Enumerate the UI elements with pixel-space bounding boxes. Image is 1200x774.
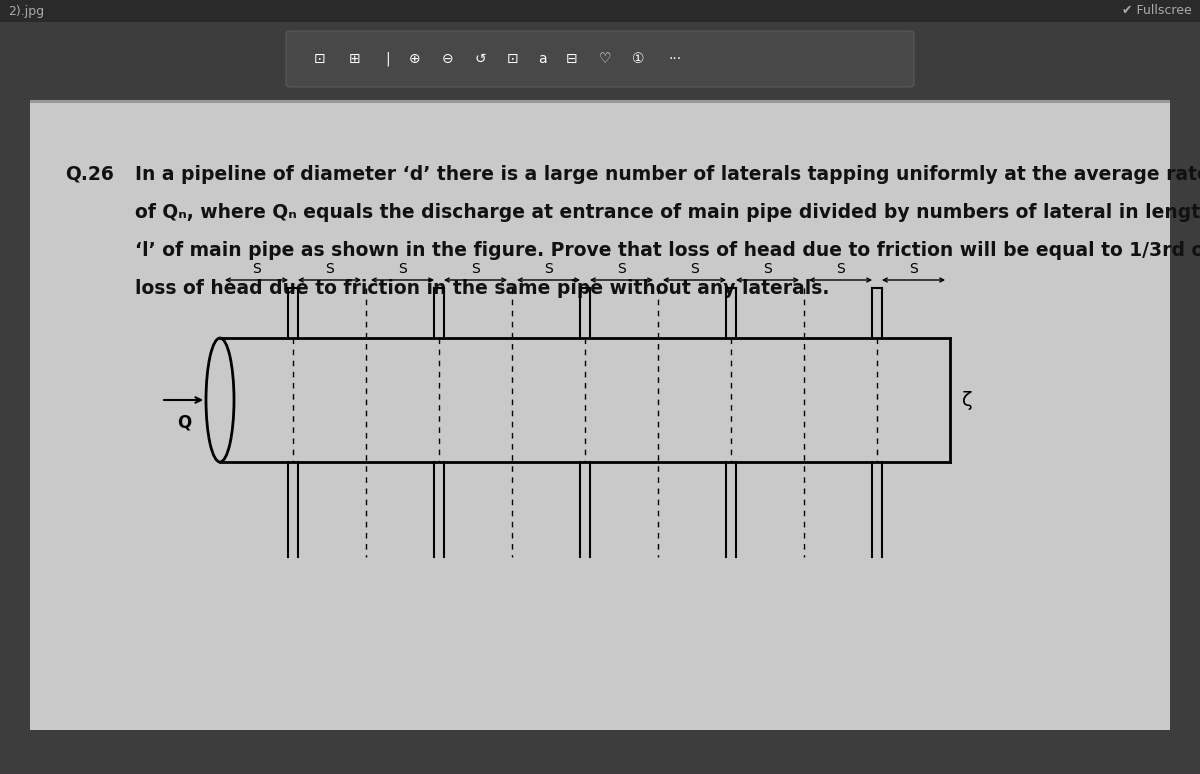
Text: In a pipeline of diameter ‘d’ there is a large number of laterals tapping unifor: In a pipeline of diameter ‘d’ there is a… (134, 165, 1200, 184)
Text: ♡: ♡ (599, 52, 611, 66)
Text: S: S (472, 262, 480, 276)
Text: ‘l’ of main pipe as shown in the figure. Prove that loss of head due to friction: ‘l’ of main pipe as shown in the figure.… (134, 241, 1200, 260)
Bar (30, 100, 1170, 103)
Text: S: S (617, 262, 626, 276)
Bar (30, 100, 1170, 730)
Text: ⊖: ⊖ (442, 52, 454, 66)
FancyBboxPatch shape (286, 31, 914, 87)
Text: ✔ Fullscree: ✔ Fullscree (1122, 5, 1192, 18)
Text: ①: ① (631, 52, 644, 66)
Bar (0, 0, 1200, 22)
Text: ⊕: ⊕ (409, 52, 421, 66)
Text: S: S (252, 262, 260, 276)
Text: of Qₙ, where Qₙ equals the discharge at entrance of main pipe divided by numbers: of Qₙ, where Qₙ equals the discharge at … (134, 203, 1200, 222)
Text: ↺: ↺ (474, 52, 486, 66)
Text: S: S (836, 262, 845, 276)
Text: S: S (325, 262, 334, 276)
Text: ⊞: ⊞ (349, 52, 361, 66)
Text: |: | (385, 52, 390, 67)
Text: ⊡: ⊡ (314, 52, 326, 66)
Text: ⊟: ⊟ (566, 52, 578, 66)
Text: S: S (910, 262, 918, 276)
Text: ζ: ζ (962, 391, 972, 409)
Text: loss of head due to friction in the same pipe without any laterals.: loss of head due to friction in the same… (134, 279, 829, 298)
Text: Q: Q (176, 414, 191, 432)
Text: S: S (398, 262, 407, 276)
Text: Q.26: Q.26 (65, 165, 114, 184)
Text: ···: ··· (668, 52, 682, 66)
Text: ⊡: ⊡ (508, 52, 518, 66)
Text: a: a (538, 52, 546, 66)
Text: S: S (690, 262, 698, 276)
Text: 2).jpg: 2).jpg (8, 5, 44, 18)
Text: S: S (544, 262, 553, 276)
Text: S: S (763, 262, 772, 276)
